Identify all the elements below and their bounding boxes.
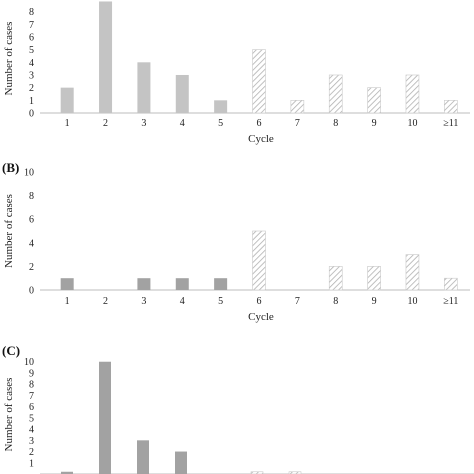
bar (214, 278, 228, 290)
bar (99, 1, 113, 113)
bar (328, 266, 343, 291)
y-tick-label: 6 (29, 32, 34, 43)
bar (60, 278, 74, 290)
x-tick-label: 9 (372, 296, 377, 307)
y-tick-label: 5 (29, 45, 34, 56)
y-axis-title: Number of cases (3, 194, 15, 268)
bar (367, 87, 381, 114)
y-tick-label: 2 (29, 83, 34, 94)
y-tick-label: 3 (29, 70, 34, 81)
y-tick-label: 8 (29, 191, 34, 202)
y-tick-label: 8 (29, 7, 34, 18)
x-tick-label: 4 (180, 118, 185, 129)
bar (444, 100, 458, 114)
bar (175, 451, 187, 474)
x-tick-label: 8 (333, 118, 338, 129)
bar (214, 100, 228, 113)
x-tick-label: 10 (407, 296, 417, 307)
x-tick-label: ≥11 (443, 118, 458, 129)
bar (444, 277, 458, 291)
x-tick-label: 2 (103, 118, 108, 129)
x-axis-title: Cycle (248, 133, 274, 145)
y-tick-label: 1 (29, 458, 34, 469)
y-tick-label: 10 (24, 168, 34, 179)
y-tick-label: 10 (24, 357, 34, 368)
x-tick-label: 7 (295, 118, 300, 129)
y-tick-label: 4 (29, 425, 34, 436)
bar (175, 74, 189, 113)
bar (290, 100, 305, 114)
bar (60, 87, 74, 113)
bar (367, 266, 381, 291)
panel-label: (C) (2, 343, 20, 358)
y-tick-label: 2 (29, 262, 34, 273)
y-tick-label: 7 (29, 20, 34, 31)
y-tick-label: 4 (29, 238, 34, 249)
x-tick-label: 1 (65, 118, 70, 129)
y-tick-label: 6 (29, 215, 34, 226)
x-axis-title: Cycle (248, 311, 274, 323)
y-tick-label: 0 (29, 286, 34, 297)
x-tick-label: ≥11 (443, 296, 458, 307)
y-tick-label: 6 (29, 402, 34, 413)
bar (250, 471, 264, 474)
x-tick-label: 6 (257, 296, 262, 307)
y-tick-label: 3 (29, 436, 34, 447)
y-tick-label: 5 (29, 413, 34, 424)
bar (328, 74, 343, 114)
bar (137, 440, 149, 474)
x-tick-label: 5 (218, 118, 223, 129)
bar (405, 74, 420, 114)
y-tick-label: 8 (29, 380, 34, 391)
x-tick-label: 6 (257, 118, 262, 129)
x-tick-label: 8 (333, 296, 338, 307)
bar (252, 230, 266, 291)
y-tick-label: 4 (29, 58, 34, 69)
y-tick-label: 1 (29, 96, 34, 107)
panel-label: (B) (2, 160, 19, 175)
x-tick-label: 10 (407, 118, 417, 129)
x-tick-label: 3 (141, 296, 146, 307)
x-tick-label: 4 (180, 296, 185, 307)
bar (99, 361, 111, 474)
y-tick-label: 7 (29, 391, 34, 402)
bar (252, 49, 266, 114)
y-axis-title: Number of cases (3, 22, 15, 96)
bar (405, 254, 420, 291)
x-tick-label: 3 (141, 118, 146, 129)
y-tick-label: 2 (29, 447, 34, 458)
bar (175, 278, 189, 290)
y-axis-title: Number of cases (3, 378, 15, 452)
bar (137, 278, 151, 290)
x-tick-label: 7 (295, 296, 300, 307)
y-tick-label: 0 (29, 109, 34, 120)
x-tick-label: 5 (218, 296, 223, 307)
x-tick-label: 1 (65, 296, 70, 307)
bar (61, 471, 73, 474)
bar (137, 62, 151, 113)
bar (288, 471, 302, 474)
x-tick-label: 9 (372, 118, 377, 129)
x-tick-label: 2 (103, 296, 108, 307)
y-tick-label: 9 (29, 368, 34, 379)
